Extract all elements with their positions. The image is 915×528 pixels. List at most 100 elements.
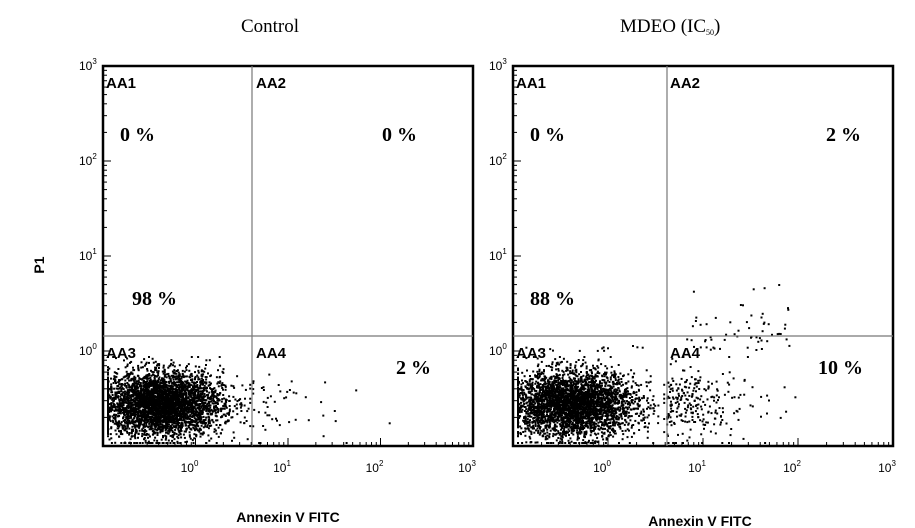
percent-aa2: 0 % <box>382 124 417 146</box>
event-dot <box>241 384 244 387</box>
event-dot <box>195 410 198 412</box>
event-dot <box>116 403 119 406</box>
event-dot <box>169 434 172 437</box>
event-dot <box>185 382 188 385</box>
event-dot <box>115 357 117 360</box>
event-dot <box>206 403 209 406</box>
event-dot <box>163 386 165 389</box>
event-dot <box>107 395 109 398</box>
event-dot <box>205 405 208 408</box>
event-dot <box>334 420 337 423</box>
event-dot <box>140 396 142 399</box>
event-dot <box>523 391 526 394</box>
event-dot <box>176 440 179 443</box>
quadrant-label-aa4: AA4 <box>256 345 287 362</box>
event-dot <box>145 392 148 395</box>
event-dot <box>107 381 109 384</box>
event-dot <box>176 403 179 406</box>
event-dot <box>114 429 117 432</box>
event-dot <box>147 401 150 403</box>
event-dot <box>208 416 211 419</box>
event-dot <box>146 389 149 391</box>
event-dot <box>198 390 201 393</box>
event-dot <box>142 402 145 405</box>
event-dot <box>138 426 141 429</box>
event-dot <box>117 381 120 384</box>
event-dot <box>194 377 197 379</box>
event-dot <box>585 430 588 433</box>
event-dot <box>186 414 189 417</box>
event-dot <box>188 415 191 418</box>
event-dot <box>127 400 130 403</box>
event-dot <box>149 417 152 420</box>
event-dot <box>198 378 201 381</box>
event-dot <box>180 380 183 382</box>
event-dot <box>159 379 162 382</box>
event-dot <box>172 371 175 374</box>
event-dot <box>167 412 170 415</box>
event-dot <box>185 428 188 431</box>
event-dot <box>117 390 120 393</box>
event-dot <box>138 425 141 428</box>
event-dot <box>191 416 194 418</box>
event-dot <box>159 390 162 393</box>
event-dot <box>159 414 162 416</box>
event-dot <box>187 406 190 409</box>
event-dot <box>214 409 217 412</box>
event-dot <box>249 387 252 390</box>
event-dot <box>588 375 591 378</box>
event-dot <box>139 378 142 381</box>
event-dot <box>277 384 280 386</box>
event-dot <box>186 404 189 407</box>
event-dot <box>142 377 145 379</box>
event-dot <box>138 422 141 425</box>
event-dot <box>239 421 242 424</box>
event-dot <box>184 384 186 387</box>
event-dot <box>157 414 160 417</box>
event-dot <box>130 415 133 418</box>
event-dot <box>162 372 165 375</box>
event-dot <box>167 429 170 432</box>
event-dot <box>107 369 109 372</box>
event-dot <box>159 386 162 388</box>
event-dot <box>219 392 222 395</box>
event-dot <box>157 416 160 419</box>
event-dot <box>204 399 207 402</box>
event-dot <box>144 417 146 419</box>
event-dot <box>217 398 220 401</box>
event-dot <box>110 405 113 408</box>
event-dot <box>171 382 174 385</box>
event-dot <box>107 406 110 409</box>
event-dot <box>158 363 161 366</box>
event-dot <box>201 401 204 404</box>
event-dot <box>154 408 157 411</box>
event-dot <box>178 404 181 406</box>
event-dot <box>108 403 111 406</box>
event-dot <box>199 384 202 387</box>
event-dot <box>114 418 117 421</box>
panel-control: AA1 AA2 AA3 AA4 0 % 0 % 98 % 2 % 100 101 1… <box>79 57 476 525</box>
event-dot <box>593 432 596 435</box>
event-dot <box>180 388 183 391</box>
event-dot <box>388 422 391 425</box>
event-dot <box>142 382 145 385</box>
event-dot <box>110 442 113 444</box>
event-dot <box>156 416 158 419</box>
event-dot <box>181 404 184 407</box>
event-dot <box>176 418 179 421</box>
event-dot <box>196 385 199 388</box>
event-dot <box>165 376 168 379</box>
event-dot <box>151 396 154 399</box>
event-dot <box>128 415 131 418</box>
event-dot <box>178 398 181 401</box>
event-dot <box>169 406 172 409</box>
event-dot <box>140 387 142 390</box>
event-dot <box>184 430 187 433</box>
event-dot <box>126 373 129 375</box>
event-dot <box>548 435 551 438</box>
event-dot <box>134 386 137 389</box>
dot-layer-control <box>107 356 391 444</box>
event-dot <box>108 415 111 418</box>
event-dot <box>153 417 156 420</box>
event-dot <box>165 431 168 434</box>
